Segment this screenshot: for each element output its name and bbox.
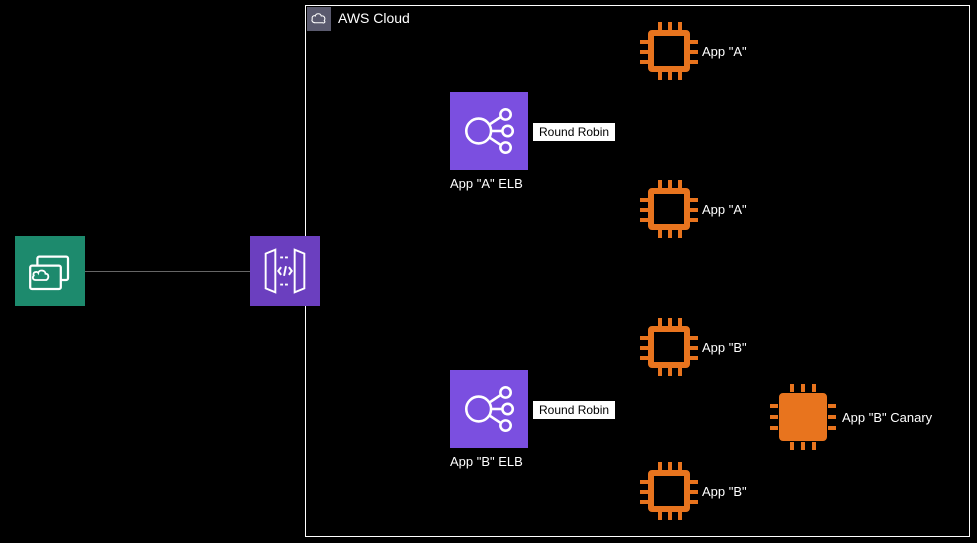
connector-client-apigw bbox=[85, 271, 250, 272]
chip-icon bbox=[640, 462, 698, 520]
diagram-canvas: AWS Cloud bbox=[0, 0, 977, 543]
aws-cloud-label: AWS Cloud bbox=[338, 10, 410, 26]
elb-b-node bbox=[450, 370, 528, 448]
app-a2-node bbox=[640, 180, 698, 238]
aws-cloud-group bbox=[305, 5, 970, 537]
elb-a-label: App "A" ELB bbox=[450, 176, 523, 191]
app-b-canary-label: App "B" Canary bbox=[842, 410, 932, 425]
app-a1-node bbox=[640, 22, 698, 80]
app-a2-label: App "A" bbox=[702, 202, 747, 217]
chip-icon bbox=[640, 318, 698, 376]
elb-b-label: App "B" ELB bbox=[450, 454, 523, 469]
app-a1-label: App "A" bbox=[702, 44, 747, 59]
chip-icon bbox=[640, 22, 698, 80]
app-b2-label: App "B" bbox=[702, 484, 747, 499]
aws-cloud-icon bbox=[307, 7, 331, 31]
cloud9-icon bbox=[15, 236, 85, 306]
app-b-canary-node bbox=[770, 384, 836, 450]
app-b1-node bbox=[640, 318, 698, 376]
load-balancer-icon bbox=[450, 370, 528, 448]
client-node bbox=[15, 236, 85, 306]
round-robin-a-label: Round Robin bbox=[532, 122, 616, 142]
chip-icon bbox=[640, 180, 698, 238]
load-balancer-icon bbox=[450, 92, 528, 170]
chip-icon bbox=[770, 384, 836, 450]
api-gateway-icon bbox=[250, 236, 320, 306]
app-b1-label: App "B" bbox=[702, 340, 747, 355]
round-robin-b-label: Round Robin bbox=[532, 400, 616, 420]
elb-a-node bbox=[450, 92, 528, 170]
apigateway-node bbox=[250, 236, 320, 306]
app-b2-node bbox=[640, 462, 698, 520]
